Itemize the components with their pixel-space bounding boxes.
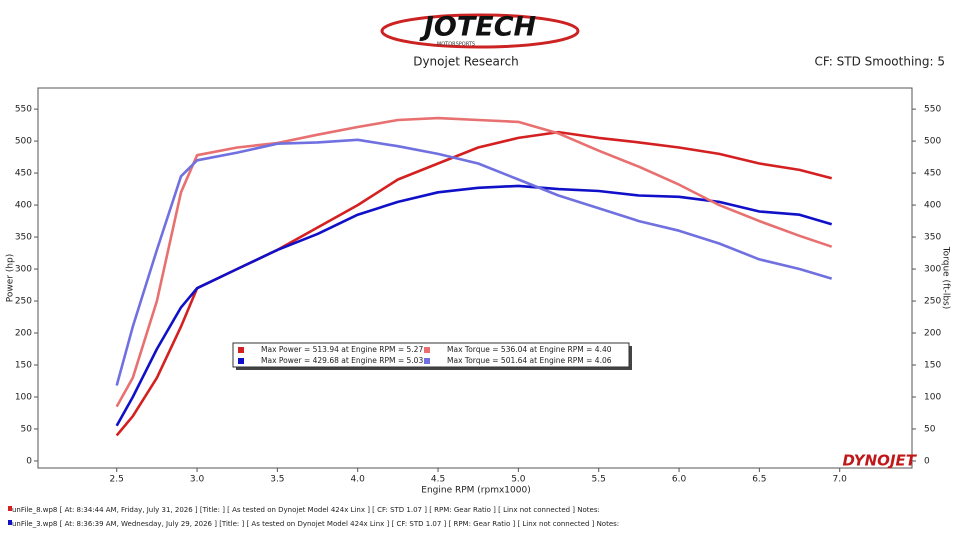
- legend-label: Max Torque = 501.64 at Engine RPM = 4.06: [447, 356, 612, 365]
- y-tick-label: 450: [15, 169, 32, 179]
- x-tick-label: 3.5: [270, 475, 284, 485]
- y-axis-label: Power (hp): [6, 254, 16, 303]
- brand: DYNOJET: [842, 452, 917, 470]
- x-tick-label: 5.0: [511, 475, 526, 485]
- y2-tick-label: 100: [924, 392, 941, 402]
- y2-tick-label: 250: [924, 297, 941, 307]
- y-tick-label: 0: [26, 456, 32, 466]
- x-tick-label: 6.5: [752, 475, 766, 485]
- logo: JOTECH: [419, 12, 537, 43]
- plot-frame: [37, 87, 913, 469]
- y2-axis-label: Torque (ft-lbs): [941, 246, 951, 310]
- header-right: CF: STD Smoothing: 5: [814, 55, 945, 69]
- y2-tick-label: 400: [924, 201, 941, 211]
- y2-tick-label: 50: [924, 424, 936, 434]
- y2-tick-label: 350: [924, 233, 941, 243]
- legend-swatch: [424, 358, 430, 364]
- legend-box: [232, 342, 630, 368]
- legend-swatch: [238, 347, 244, 353]
- series-line: [115, 184, 833, 427]
- y-tick-label: 50: [21, 424, 33, 434]
- x-tick-label: 4.5: [431, 475, 445, 485]
- logo-swoosh: [380, 13, 580, 49]
- x-tick-label: 7.0: [833, 475, 848, 485]
- footer-swatch: [8, 506, 12, 511]
- y2-tick-label: 150: [924, 361, 941, 371]
- footer-line: unFile_8.wp8 [ At: 8:34:44 AM, Friday, J…: [12, 506, 600, 514]
- y2-tick-label: 0: [924, 456, 930, 466]
- legend-label: Max Torque = 536.04 at Engine RPM = 4.40: [447, 345, 612, 354]
- header-center: Dynojet Research: [413, 55, 519, 69]
- y-tick-label: 550: [15, 105, 32, 115]
- series-line: [115, 138, 833, 386]
- legend-label: Max Power = 429.68 at Engine RPM = 5.03: [261, 356, 423, 365]
- y-tick-label: 100: [15, 392, 32, 402]
- x-tick-label: 5.5: [592, 475, 606, 485]
- y-tick-label: 150: [15, 361, 32, 371]
- x-tick-label: 4.0: [351, 475, 366, 485]
- y-tick-label: 250: [15, 297, 32, 307]
- legend-swatch: [424, 347, 430, 353]
- y-tick-label: 500: [15, 137, 32, 147]
- y2-tick-label: 550: [924, 105, 941, 115]
- x-tick-label: 2.5: [110, 475, 124, 485]
- y-tick-label: 300: [15, 265, 32, 275]
- series-line: [115, 130, 833, 437]
- y-tick-label: 200: [15, 329, 32, 339]
- y2-tick-label: 200: [924, 329, 941, 339]
- y2-tick-label: 450: [924, 169, 941, 179]
- x-axis-label: Engine RPM (rpmx1000): [421, 486, 530, 496]
- legend-swatch: [238, 358, 244, 364]
- legend-label: Max Power = 513.94 at Engine RPM = 5.27: [261, 345, 423, 354]
- footer-swatch: [8, 520, 12, 525]
- x-tick-label: 3.0: [190, 475, 205, 485]
- x-tick-label: 6.0: [672, 475, 687, 485]
- series-line: [115, 116, 833, 408]
- footer-line: unFile_3.wp8 [ At: 8:36:39 AM, Wednesday…: [12, 520, 619, 528]
- y-tick-label: 400: [15, 201, 32, 211]
- y2-tick-label: 500: [924, 137, 941, 147]
- y2-tick-label: 300: [924, 265, 941, 275]
- logo-sub: MOTORSPORTS: [437, 42, 475, 48]
- y-tick-label: 350: [15, 233, 32, 243]
